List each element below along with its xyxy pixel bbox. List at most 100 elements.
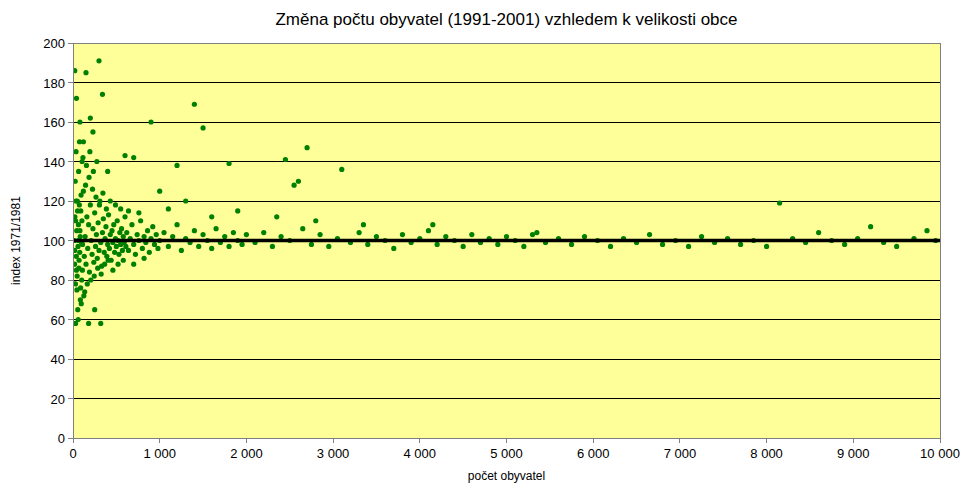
point [86, 222, 91, 227]
y-tick [68, 438, 73, 439]
x-tick-label: 5 000 [490, 446, 523, 461]
point [534, 230, 539, 235]
point [326, 244, 331, 249]
point [85, 281, 90, 286]
point [94, 232, 99, 237]
y-tick-label: 20 [51, 392, 65, 407]
point [97, 202, 102, 207]
point [209, 246, 214, 251]
point [200, 125, 205, 130]
point [95, 256, 100, 261]
point [660, 242, 665, 247]
point [95, 266, 100, 271]
point [86, 175, 91, 180]
y-tick-label: 200 [43, 36, 65, 51]
point [90, 187, 95, 192]
y-tick-label: 40 [51, 352, 65, 367]
point [76, 222, 81, 227]
point [73, 321, 78, 326]
point [192, 102, 197, 107]
point [126, 248, 131, 253]
grid-line [73, 201, 940, 202]
point [83, 70, 88, 75]
point [98, 321, 103, 326]
point [90, 129, 95, 134]
point [300, 226, 305, 231]
point [150, 224, 155, 229]
point [141, 234, 146, 239]
y-tick [68, 43, 73, 44]
point [126, 208, 131, 213]
point [81, 139, 86, 144]
point [365, 242, 370, 247]
x-tick [679, 438, 680, 443]
point [83, 262, 88, 267]
point [96, 220, 101, 225]
grid-line [73, 122, 940, 123]
point [148, 119, 153, 124]
point [113, 202, 118, 207]
point [226, 244, 231, 249]
grid-line [73, 398, 940, 399]
point [155, 246, 160, 251]
point [99, 271, 104, 276]
point [209, 214, 214, 219]
point [103, 224, 108, 229]
point [131, 242, 136, 247]
point [82, 254, 87, 259]
point [339, 167, 344, 172]
point [231, 230, 236, 235]
x-tick-label: 0 [69, 446, 76, 461]
point [74, 228, 79, 233]
point [78, 234, 83, 239]
x-tick-label: 7 000 [664, 446, 697, 461]
y-tick [68, 240, 73, 241]
point [296, 179, 301, 184]
x-tick [73, 438, 74, 443]
point [84, 163, 89, 168]
point [111, 222, 116, 227]
x-tick-label: 8 000 [750, 446, 783, 461]
point [131, 262, 136, 267]
point [93, 194, 98, 199]
point [469, 232, 474, 237]
point [79, 277, 84, 282]
plot-data [73, 58, 940, 326]
point [313, 218, 318, 223]
point [82, 289, 87, 294]
point [83, 234, 88, 239]
point [109, 228, 114, 233]
point [239, 242, 244, 247]
point [90, 226, 95, 231]
x-tick [159, 438, 160, 443]
point [764, 244, 769, 249]
x-tick [940, 438, 941, 443]
point [400, 232, 405, 237]
point [93, 244, 98, 249]
point [647, 232, 652, 237]
point [842, 242, 847, 247]
point [88, 277, 93, 282]
point [686, 244, 691, 249]
point [461, 244, 466, 249]
point [89, 252, 94, 257]
point [73, 68, 77, 73]
point [102, 262, 107, 267]
x-tick [506, 438, 507, 443]
point [75, 208, 80, 213]
point [147, 250, 152, 255]
point [91, 260, 96, 265]
x-tick-label: 6 000 [577, 446, 610, 461]
point [174, 163, 179, 168]
point [78, 285, 83, 290]
point [120, 248, 125, 253]
point [115, 218, 120, 223]
y-tick-label: 0 [58, 431, 65, 446]
point [73, 281, 78, 286]
x-tick [419, 438, 420, 443]
x-axis-label: počet obyvatel [468, 469, 545, 483]
point [106, 258, 111, 263]
point [304, 145, 309, 150]
point [317, 232, 322, 237]
y-tick [68, 201, 73, 202]
